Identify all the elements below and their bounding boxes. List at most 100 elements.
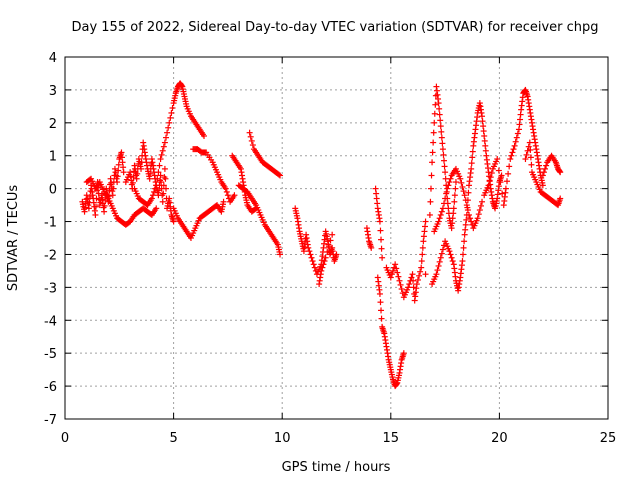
y-tick-label: 0 xyxy=(49,183,57,198)
data-point xyxy=(306,248,313,255)
x-tick-label: 0 xyxy=(61,431,69,446)
data-point xyxy=(158,179,165,186)
data-point xyxy=(166,119,173,126)
data-point xyxy=(443,190,450,197)
x-tick-label: 10 xyxy=(274,431,291,446)
data-point xyxy=(457,175,464,182)
data-point xyxy=(223,188,230,195)
data-point xyxy=(512,138,519,145)
data-point xyxy=(465,189,472,196)
data-point xyxy=(540,169,547,176)
data-point xyxy=(435,218,442,225)
data-point xyxy=(485,182,492,189)
data-point xyxy=(522,156,529,163)
data-point xyxy=(477,202,484,209)
data-point xyxy=(310,261,317,268)
data-point xyxy=(430,129,437,136)
data-point xyxy=(320,261,327,268)
data-point xyxy=(224,192,231,199)
data-point xyxy=(149,192,156,199)
data-point xyxy=(430,139,437,146)
data-point xyxy=(318,267,325,274)
data-point xyxy=(393,265,400,272)
data-point xyxy=(468,165,475,172)
data-point xyxy=(523,151,530,158)
data-point xyxy=(115,167,122,174)
data-point xyxy=(159,198,166,205)
data-point xyxy=(148,195,155,202)
data-point xyxy=(441,157,448,164)
data-point xyxy=(405,284,412,291)
data-point xyxy=(467,215,474,222)
data-point xyxy=(106,187,113,194)
data-point xyxy=(110,185,117,192)
data-point xyxy=(439,205,446,212)
data-point xyxy=(464,204,471,211)
data-point xyxy=(419,251,426,258)
data-point xyxy=(469,148,476,155)
data-point xyxy=(418,258,425,265)
data-point xyxy=(447,251,454,258)
data-point xyxy=(446,179,453,186)
data-point xyxy=(504,178,511,185)
data-point xyxy=(498,172,505,179)
data-point xyxy=(511,142,518,149)
data-point xyxy=(437,123,444,130)
data-point xyxy=(168,109,175,116)
data-point xyxy=(527,146,534,153)
data-point xyxy=(322,254,329,261)
data-point xyxy=(101,208,108,215)
data-point xyxy=(93,195,100,202)
data-point xyxy=(162,175,169,182)
data-point xyxy=(109,192,116,199)
data-point xyxy=(164,129,171,136)
x-tick-label: 20 xyxy=(491,431,508,446)
data-point xyxy=(436,105,443,112)
y-axis-label: SDTVAR / TECUs xyxy=(6,185,21,292)
data-point xyxy=(460,251,467,258)
data-point xyxy=(543,162,550,169)
data-point xyxy=(396,277,403,284)
data-point xyxy=(427,198,434,205)
plot-frame xyxy=(64,56,609,420)
data-point xyxy=(557,169,564,176)
y-tick-label: -2 xyxy=(44,248,57,263)
data-point xyxy=(441,200,448,207)
data-point xyxy=(162,185,169,192)
y-tick-label: 1 xyxy=(49,150,57,165)
data-point xyxy=(307,251,314,258)
data-point xyxy=(433,271,440,278)
data-point xyxy=(170,218,177,225)
data-point xyxy=(378,236,385,243)
data-point xyxy=(435,100,442,107)
data-point xyxy=(167,114,174,121)
data-point xyxy=(508,152,515,159)
data-point xyxy=(494,156,501,163)
data-point xyxy=(539,172,546,179)
data-point xyxy=(444,185,451,192)
data-point xyxy=(419,244,426,251)
data-point xyxy=(153,205,160,212)
data-point xyxy=(431,119,438,126)
data-point xyxy=(158,151,165,158)
data-point xyxy=(379,254,386,261)
data-point xyxy=(459,183,466,190)
data-point xyxy=(154,175,161,182)
data-point xyxy=(153,182,160,189)
data-point xyxy=(327,237,334,244)
data-point xyxy=(325,243,332,250)
data-point xyxy=(469,154,476,161)
data-point xyxy=(513,134,520,141)
data-point xyxy=(85,205,92,212)
data-point xyxy=(157,172,164,179)
data-point xyxy=(160,182,167,189)
grid-lines xyxy=(65,57,608,419)
data-point xyxy=(321,258,328,265)
data-point xyxy=(162,134,169,141)
data-point xyxy=(525,143,532,150)
data-point xyxy=(410,284,417,291)
data-point xyxy=(542,165,549,172)
data-point xyxy=(438,250,445,257)
data-point xyxy=(514,130,521,137)
data-point xyxy=(114,173,121,180)
